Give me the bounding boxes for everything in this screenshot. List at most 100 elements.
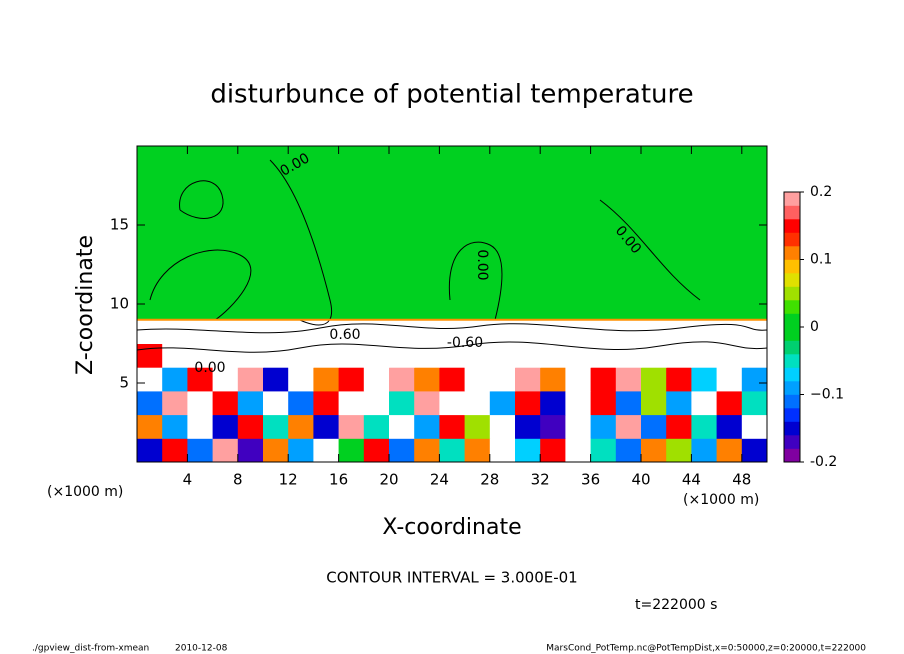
cell [414, 146, 440, 321]
cell [237, 343, 264, 368]
cell [741, 414, 768, 439]
cell [414, 390, 440, 416]
cell [741, 367, 768, 392]
cell [590, 414, 617, 439]
x-tick-label: 48 [732, 471, 751, 489]
cell [187, 438, 214, 463]
cell [237, 367, 264, 392]
footer-date: 2010-12-08 [175, 644, 228, 654]
x-tick-label: 8 [233, 471, 243, 489]
colorbar-swatch [784, 381, 800, 395]
cell [590, 390, 617, 416]
colorbar-swatch [784, 421, 800, 436]
cell [565, 146, 592, 321]
y-tick-label: 10 [110, 295, 129, 313]
contour-line [599, 199, 701, 301]
cell [540, 414, 566, 439]
cell [590, 146, 617, 321]
cell [741, 319, 768, 344]
cell [716, 390, 743, 416]
contour-label: 0.60 [329, 327, 360, 343]
x-tick-label: 24 [430, 471, 449, 489]
cell [212, 367, 239, 392]
cell [565, 390, 592, 416]
cell [338, 390, 365, 416]
cell [716, 319, 743, 344]
cell [414, 319, 440, 344]
cell [313, 438, 340, 463]
cell [615, 414, 642, 439]
colorbar-swatch [784, 448, 800, 463]
cell [288, 367, 314, 392]
cell [515, 390, 541, 416]
cell [439, 438, 466, 463]
cell [565, 319, 592, 344]
cell [615, 146, 642, 321]
x-tick-label: 32 [531, 471, 550, 489]
x-tick-label: 36 [581, 471, 600, 489]
cell [338, 438, 365, 463]
cell [389, 319, 415, 344]
cell [666, 319, 692, 344]
x-axis-label: X-coordinate [382, 515, 521, 540]
cell [515, 146, 541, 321]
cell [187, 414, 214, 439]
x-tick-label: 44 [682, 471, 701, 489]
cell [288, 438, 314, 463]
colorbar-swatch [784, 300, 800, 314]
cell [489, 367, 516, 392]
cell [464, 414, 491, 439]
colorbar-swatch [784, 219, 800, 233]
time-label: t=222000 s [635, 597, 717, 613]
colorbar-swatch [784, 327, 800, 341]
cell [237, 390, 264, 416]
contour-line [136, 323, 768, 334]
cell [389, 390, 415, 416]
cell [338, 343, 365, 368]
cell [540, 319, 566, 344]
cell [288, 414, 314, 439]
cell [162, 146, 188, 321]
cell [641, 414, 667, 439]
cell [162, 414, 188, 439]
cell [389, 367, 415, 392]
cell [540, 367, 566, 392]
cell [137, 390, 163, 416]
cell [716, 414, 743, 439]
x-tick-label: 4 [183, 471, 193, 489]
contour-line [179, 180, 224, 219]
cell [137, 438, 163, 463]
cell [615, 343, 642, 368]
cell [137, 414, 163, 439]
cell [716, 367, 743, 392]
colorbar-swatch [784, 340, 800, 355]
cell [666, 414, 692, 439]
cell [439, 414, 466, 439]
cell [489, 414, 516, 439]
cell [187, 390, 214, 416]
cell [363, 367, 390, 392]
cell [187, 146, 214, 321]
cell [212, 146, 239, 321]
cell [363, 146, 390, 321]
x-tick-label: 12 [279, 471, 298, 489]
colorbar-swatch [784, 246, 800, 260]
contour-line [448, 241, 503, 321]
contour-label: -0.60 [447, 335, 483, 351]
cell [212, 438, 239, 463]
cell [489, 146, 516, 321]
cell [187, 367, 214, 392]
cell [288, 343, 314, 368]
cell [263, 367, 289, 392]
cell [263, 438, 289, 463]
colorbar-tick-label: -0.2 [810, 454, 837, 470]
cell [137, 146, 163, 321]
colorbar-swatch [784, 408, 800, 422]
cell [363, 438, 390, 463]
colorbar-swatch [784, 367, 800, 382]
cell [338, 146, 365, 321]
cell [363, 414, 390, 439]
cell [615, 438, 642, 463]
cell [414, 367, 440, 392]
cell [590, 319, 617, 344]
